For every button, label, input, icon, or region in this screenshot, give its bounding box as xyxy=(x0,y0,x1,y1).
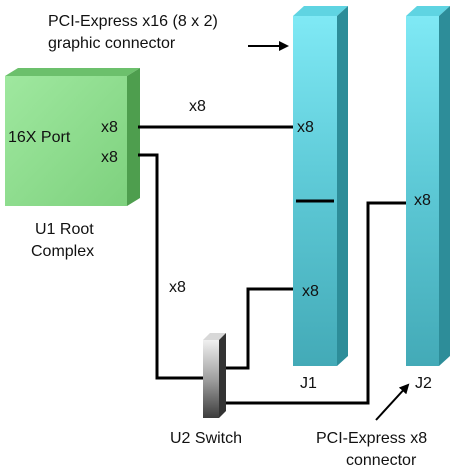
j2-slot xyxy=(406,6,450,366)
switch-side-face xyxy=(219,333,226,418)
j1-slot-front-face xyxy=(293,16,337,366)
j1-lane-top-label: x8 xyxy=(297,119,314,136)
j1-slot-side-face xyxy=(337,6,348,366)
arrow-to-j2 xyxy=(375,383,410,421)
switch-front-face xyxy=(203,340,219,418)
wire-switch-to-j1-bottom xyxy=(218,287,293,370)
bottom-connector-label-line1: PCI-Express x8 xyxy=(316,430,427,447)
wires xyxy=(138,125,406,405)
top-connector-label-line1: PCI-Express x16 (8 x 2) xyxy=(48,13,218,30)
port-label: 16X Port xyxy=(8,129,71,146)
root-complex-top-face xyxy=(5,68,140,76)
root-complex-side-face xyxy=(127,68,140,206)
j1-slot xyxy=(293,6,348,366)
link-top-label: x8 xyxy=(189,98,206,115)
j2-lane-label: x8 xyxy=(414,192,431,209)
root-complex-label-line1: U1 Root xyxy=(35,221,94,238)
switch-name-label: U2 Switch xyxy=(170,430,242,447)
switch-top-face xyxy=(203,333,226,340)
arrows xyxy=(248,41,410,421)
top-connector-label-line2: graphic connector xyxy=(48,35,176,52)
j2-slot-side-face xyxy=(439,6,450,366)
link-left-label: x8 xyxy=(169,279,186,296)
j2-slot-front-face xyxy=(406,16,439,366)
u2-switch xyxy=(203,333,226,418)
j2-slot-top-face xyxy=(406,6,450,16)
root-complex-front-face xyxy=(5,76,127,206)
j1-name-label: J1 xyxy=(300,375,317,392)
root-complex-label-line2: Complex xyxy=(31,243,94,260)
wire-port-to-switch xyxy=(138,153,203,380)
port-lane-bottom-label: x8 xyxy=(101,149,118,166)
j1-lane-bottom-label: x8 xyxy=(302,283,319,300)
wire-switch-to-j2 xyxy=(218,201,406,405)
bottom-connector-label-line2: connector xyxy=(346,452,417,469)
j1-slot-top-face xyxy=(293,6,348,16)
port-lane-top-label: x8 xyxy=(101,119,118,136)
j2-name-label: J2 xyxy=(415,375,432,392)
root-complex-block xyxy=(5,68,140,206)
